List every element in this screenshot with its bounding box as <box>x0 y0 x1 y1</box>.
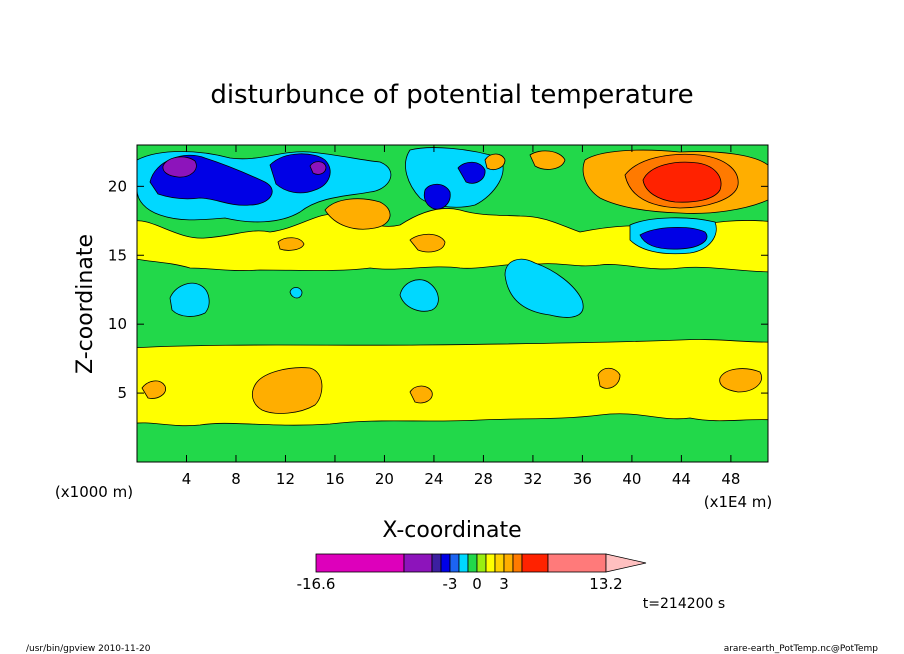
x-axis-title: X-coordinate <box>382 518 521 543</box>
field-orange-blob-6 <box>324 198 391 230</box>
x-axis: 4 8 12 16 20 24 28 32 36 40 44 48 <box>182 145 740 488</box>
colorbar-segment <box>485 553 496 573</box>
field-blue-core-3 <box>423 183 451 210</box>
colorbar-tick-label: -3 <box>443 575 458 593</box>
field-orange-blob-4 <box>597 367 621 389</box>
field-orange-blob-5 <box>719 368 762 393</box>
footer-right: arare-earth_PotTemp.nc@PotTemp <box>724 644 879 654</box>
field-blue-core-5 <box>639 227 708 250</box>
x-units-label: (x1000 m) <box>55 483 133 501</box>
field-orange-blob-3 <box>409 385 433 404</box>
field-orange-blob-1 <box>251 367 323 414</box>
colorbar-tick-label: 3 <box>499 575 509 593</box>
y-tick-label: 20 <box>108 177 127 195</box>
field-cyan-left <box>169 282 210 317</box>
colorbar-tick-label: -16.6 <box>297 575 336 593</box>
colorbar-segment <box>494 553 505 573</box>
colorbar-segment <box>476 553 487 573</box>
field-orange-blob-11 <box>529 150 566 170</box>
colorbar-segment <box>431 553 442 573</box>
time-label: t=214200 s <box>643 596 725 612</box>
y-axis-title: Z-coordinate <box>73 234 98 374</box>
colorbar-segment <box>458 553 469 573</box>
colorbar-tick-label: 0 <box>472 575 482 593</box>
colorbar-segment <box>512 553 523 573</box>
x-tick-label: 24 <box>424 470 443 488</box>
y-tick-label: 5 <box>117 384 127 402</box>
x-tick-label: 40 <box>622 470 641 488</box>
footer-left: /usr/bin/gpview 2010-11-20 <box>26 644 151 654</box>
colorbar-segment <box>503 553 514 573</box>
x-tick-label: 20 <box>375 470 394 488</box>
x-tick-label: 36 <box>573 470 592 488</box>
field-cyan-right <box>504 258 584 318</box>
x-tick-label: 28 <box>474 470 493 488</box>
colorbar-segment <box>403 553 433 573</box>
field-orange-blob-7 <box>409 233 446 253</box>
contour-field <box>137 145 768 462</box>
field-violet-core-1 <box>162 156 197 178</box>
colorbar: -16.6 -3 0 3 13.2 <box>297 553 647 593</box>
field-orange-blob-8 <box>277 237 305 251</box>
y-tick-label: 10 <box>108 315 127 333</box>
colorbar-segment <box>449 553 460 573</box>
colorbar-segment <box>467 553 478 573</box>
x-tick-label: 48 <box>721 470 740 488</box>
field-blue-core-4 <box>457 161 486 184</box>
field-orange-blob-2 <box>141 380 166 399</box>
x-tick-label: 44 <box>672 470 691 488</box>
field-cyan-dot <box>289 287 303 299</box>
colorbar-segment <box>521 553 549 573</box>
x-tick-label: 4 <box>182 470 192 488</box>
colorbar-segment <box>547 553 607 573</box>
field-band-yellow-lower <box>137 339 768 427</box>
x-tick-label: 8 <box>231 470 241 488</box>
field-violet-core-2 <box>309 161 327 175</box>
colorbar-segment <box>315 553 405 573</box>
chart-title: disturbunce of potential temperature <box>210 80 693 110</box>
x-tick-label: 16 <box>325 470 344 488</box>
colorbar-segment <box>440 553 451 573</box>
y-axis: 5 10 15 20 <box>108 177 768 402</box>
field-cyan-mid <box>399 279 439 312</box>
plot-frame <box>136 144 769 463</box>
field-orange-blob-9 <box>484 153 506 170</box>
y-tick-label: 15 <box>108 246 127 264</box>
colorbar-extension-arrow <box>605 553 647 573</box>
x-tick-label: 12 <box>276 470 295 488</box>
x-tick-label: 32 <box>523 470 542 488</box>
field-red-core <box>642 161 722 203</box>
x-scale-label: (x1E4 m) <box>704 493 773 511</box>
colorbar-tick-label: 13.2 <box>589 575 622 593</box>
